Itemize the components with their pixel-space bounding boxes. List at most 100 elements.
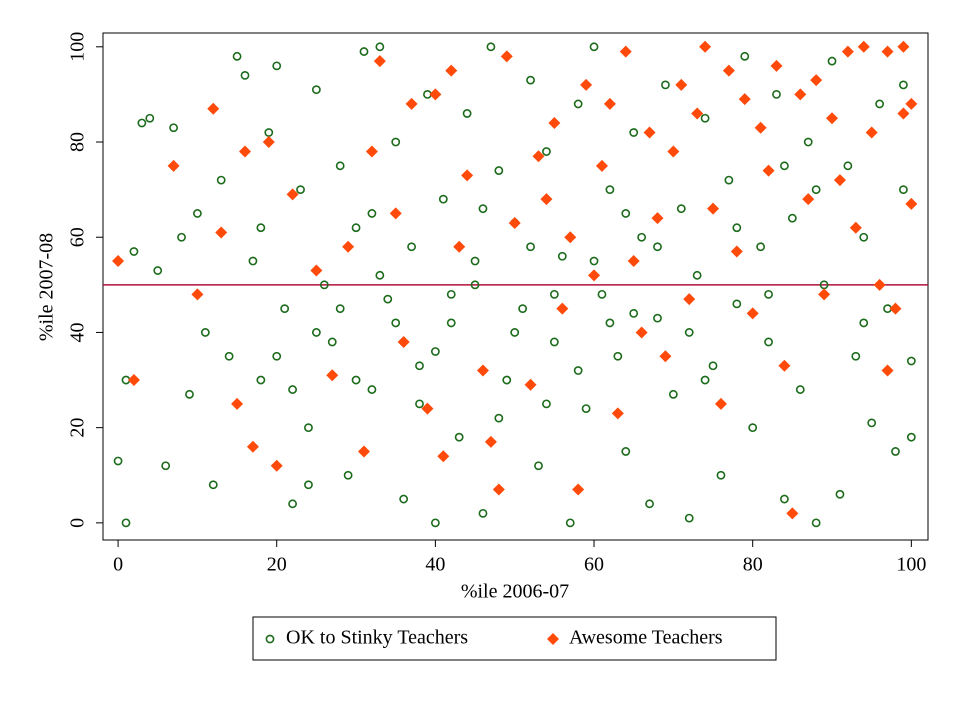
stinky-point: [192, 209, 202, 218]
stinky-point: [391, 318, 401, 328]
legend-label: OK to Stinky Teachers: [286, 627, 468, 649]
y-tick-label: 40: [67, 322, 89, 342]
stinky-point: [375, 42, 385, 52]
stinky-point: [597, 289, 607, 299]
stinky-point: [843, 161, 853, 171]
awesome-point: [342, 240, 355, 253]
awesome-point: [905, 97, 918, 110]
awesome-point: [881, 364, 894, 377]
awesome-point: [310, 264, 323, 277]
stinky-point: [859, 232, 869, 242]
stinky-point: [668, 389, 678, 399]
stinky-point: [169, 123, 179, 133]
awesome-point: [127, 374, 140, 387]
stinky-point: [716, 470, 726, 480]
stinky-point: [256, 223, 266, 233]
stinky-point: [113, 456, 123, 466]
stinky-point: [740, 51, 750, 61]
stinky-point: [756, 242, 766, 252]
awesome-point: [405, 97, 418, 110]
awesome-point: [476, 364, 489, 377]
awesome-point: [191, 288, 204, 301]
awesome-point: [897, 40, 910, 53]
awesome-point: [445, 64, 458, 77]
awesome-point: [802, 193, 815, 206]
awesome-point: [905, 197, 918, 210]
stinky-point: [811, 518, 821, 528]
stinky-point: [835, 489, 845, 499]
stinky-point: [684, 513, 694, 523]
awesome-point: [889, 302, 902, 315]
stinky-point: [208, 480, 218, 490]
y-tick-label: 20: [67, 418, 89, 438]
stinky-point: [557, 251, 567, 261]
awesome-point: [770, 59, 783, 72]
awesome-point: [532, 150, 545, 163]
stinky-point: [478, 204, 488, 214]
stinky-point: [526, 242, 535, 252]
awesome-point: [746, 307, 759, 320]
awesome-point: [627, 255, 640, 268]
awesome-point: [667, 145, 680, 158]
stinky-point: [137, 118, 147, 128]
awesome-point: [810, 74, 823, 87]
stinky-point: [613, 351, 623, 361]
awesome-point: [357, 445, 370, 458]
awesome-point: [167, 159, 180, 172]
awesome-point: [484, 435, 497, 448]
x-tick-label: 40: [425, 554, 445, 576]
stinky-point: [811, 185, 821, 195]
stinky-point: [335, 161, 345, 171]
stinky-point: [383, 294, 393, 304]
awesome-point: [524, 378, 537, 391]
stinky-point: [573, 99, 583, 109]
awesome-point: [786, 507, 799, 520]
stinky-point: [216, 175, 226, 185]
stinky-point: [296, 185, 305, 195]
stinky-point: [510, 328, 520, 337]
awesome-point: [461, 169, 474, 182]
stinky-point: [407, 242, 416, 252]
stinky-point: [502, 375, 512, 385]
stinky-point: [311, 85, 321, 95]
awesome-point: [365, 145, 378, 158]
stinky-point: [708, 361, 718, 371]
awesome-point: [246, 440, 259, 453]
stinky-point: [764, 337, 773, 347]
awesome-point: [580, 78, 593, 91]
stinky-point: [288, 385, 297, 394]
stinky-point: [732, 223, 742, 233]
awesome-point: [794, 88, 807, 101]
stinky-point: [772, 90, 781, 99]
awesome-point: [849, 221, 862, 234]
stinky-point: [549, 289, 559, 299]
stinky-point: [415, 399, 424, 409]
stinky-point: [185, 389, 194, 399]
awesome-point: [373, 55, 386, 68]
stinky-point: [859, 318, 869, 328]
stinky-point: [780, 161, 789, 171]
stinky-point: [391, 137, 401, 147]
stinky-point: [732, 299, 742, 309]
awesome-point: [841, 45, 854, 58]
stinky-point: [367, 385, 377, 394]
stinky-point: [676, 204, 686, 214]
x-tick-label: 0: [113, 554, 123, 576]
awesome-point: [722, 64, 735, 77]
stinky-point: [589, 256, 599, 266]
stinky-point: [565, 518, 575, 528]
stinky-point: [875, 99, 885, 109]
stinky-point: [645, 499, 654, 509]
awesome-point: [286, 188, 299, 201]
stinky-point: [415, 361, 424, 371]
awesome-point: [691, 107, 704, 120]
y-tick-label: 60: [67, 227, 89, 247]
awesome-point: [437, 450, 450, 463]
awesome-point: [429, 88, 442, 101]
stinky-point: [399, 494, 409, 504]
stinky-point: [224, 351, 234, 361]
awesome-point: [508, 216, 521, 229]
awesome-point: [492, 483, 505, 496]
stinky-point: [700, 375, 710, 385]
stinky-point: [621, 447, 631, 456]
